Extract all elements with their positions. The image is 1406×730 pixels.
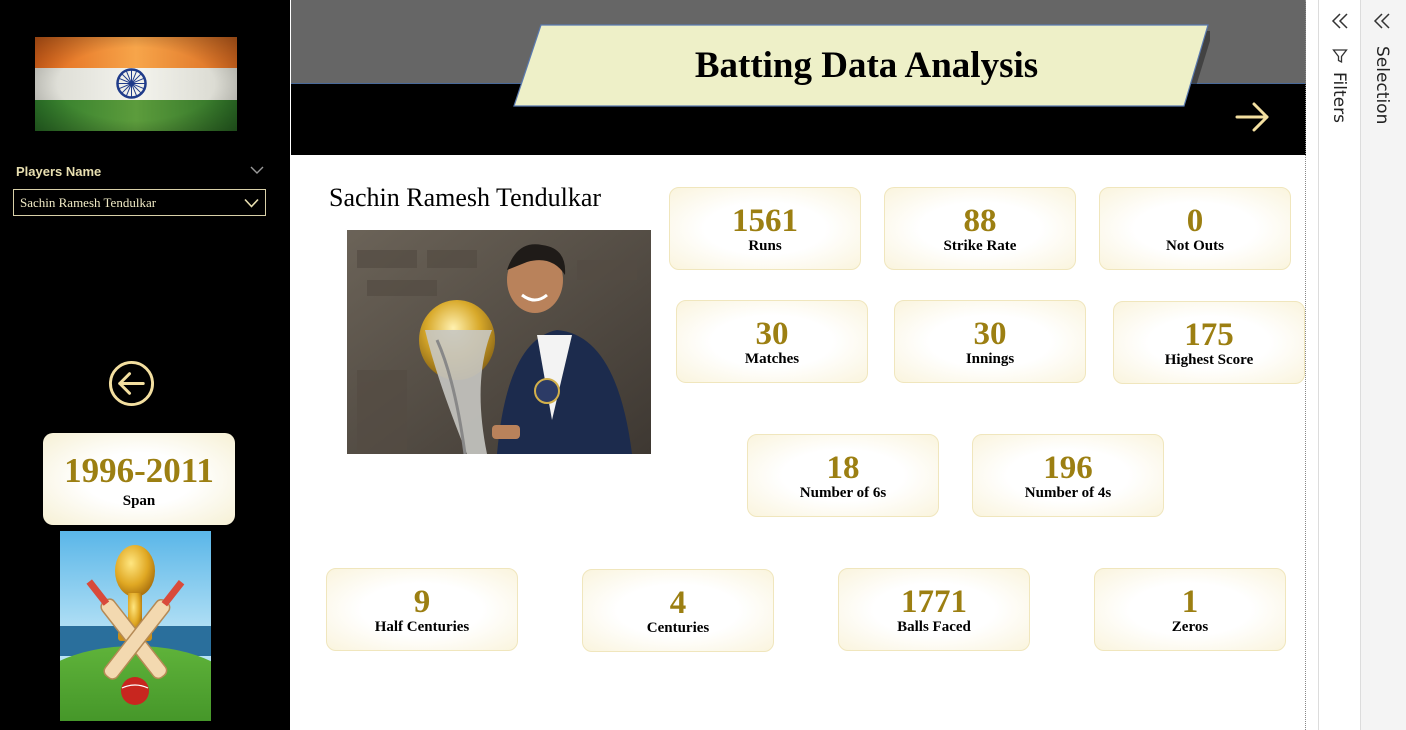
stat-label: Innings [965, 351, 1015, 367]
stat-value: 30 [755, 316, 789, 352]
stat-label: Balls Faced [897, 619, 971, 635]
stat-card-highest-score: 175 Highest Score [1113, 301, 1305, 384]
collapse-chevron-icon[interactable] [250, 165, 264, 175]
stat-card-innings: 30 Innings [894, 300, 1086, 383]
canvas-edge-divider [1305, 0, 1306, 730]
stat-value: 175 [1184, 317, 1234, 353]
expand-filters-icon[interactable] [1330, 11, 1350, 31]
stat-label: Strike Rate [943, 238, 1017, 254]
back-arrow-icon[interactable] [108, 360, 155, 407]
stat-label: Centuries [646, 620, 710, 636]
player-photo [347, 230, 651, 454]
stat-label: Half Centuries [374, 619, 470, 635]
stat-card-not-outs: 0 Not Outs [1099, 187, 1291, 270]
india-flag-image [35, 37, 237, 131]
span-label: Span [122, 493, 156, 509]
trophy-bats-illustration [60, 531, 211, 721]
stat-value: 18 [826, 450, 860, 486]
stat-label: Not Outs [1166, 238, 1224, 254]
filters-pane[interactable]: Filters [1318, 0, 1360, 730]
stat-value: 30 [973, 316, 1007, 352]
filter-funnel-icon [1332, 49, 1348, 64]
arrow-right-icon[interactable] [1234, 100, 1270, 134]
selection-pane[interactable]: Selection [1360, 0, 1406, 730]
stat-card-balls-faced: 1771 Balls Faced [838, 568, 1030, 651]
filters-pane-label[interactable]: Filters [1329, 72, 1349, 123]
stat-label: Number of 6s [799, 485, 887, 501]
stat-value: 88 [963, 203, 997, 239]
stat-card-sixes: 18 Number of 6s [747, 434, 939, 517]
expand-selection-icon[interactable] [1372, 11, 1392, 31]
stat-value: 1 [1181, 584, 1199, 620]
sidebar: Players Name Sachin Ramesh Tendulkar 199… [0, 0, 290, 730]
stat-value: 1561 [732, 203, 798, 239]
stat-value: 4 [669, 585, 687, 621]
slicer-title: Players Name [16, 164, 102, 179]
selection-pane-label[interactable]: Selection [1372, 46, 1392, 125]
stat-label: Number of 4s [1024, 485, 1112, 501]
stat-value: 1771 [901, 584, 967, 620]
title-banner [513, 24, 1210, 109]
stat-label: Runs [748, 238, 782, 254]
player-dropdown[interactable]: Sachin Ramesh Tendulkar [13, 189, 266, 216]
stat-value: 0 [1186, 203, 1204, 239]
chevron-down-icon[interactable] [244, 198, 259, 208]
stat-card-zeros: 1 Zeros [1094, 568, 1286, 651]
stat-label: Matches [744, 351, 800, 367]
player-dropdown-value: Sachin Ramesh Tendulkar [20, 195, 157, 210]
stat-card-runs: 1561 Runs [669, 187, 861, 270]
stat-label: Highest Score [1164, 352, 1254, 368]
page-title: Batting Data Analysis [694, 44, 1039, 86]
stat-card-strike-rate: 88 Strike Rate [884, 187, 1076, 270]
ashoka-chakra-icon [116, 68, 147, 99]
stat-card-half-centuries: 9 Half Centuries [326, 568, 518, 651]
span-value: 1996-2011 [64, 451, 214, 490]
span-card: 1996-2011 Span [43, 433, 235, 525]
stat-card-centuries: 4 Centuries [582, 569, 774, 652]
stat-value: 196 [1043, 450, 1093, 486]
stat-value: 9 [413, 584, 431, 620]
stat-card-fours: 196 Number of 4s [972, 434, 1164, 517]
stat-label: Zeros [1171, 619, 1209, 635]
stat-card-matches: 30 Matches [676, 300, 868, 383]
player-name: Sachin Ramesh Tendulkar [329, 183, 602, 212]
